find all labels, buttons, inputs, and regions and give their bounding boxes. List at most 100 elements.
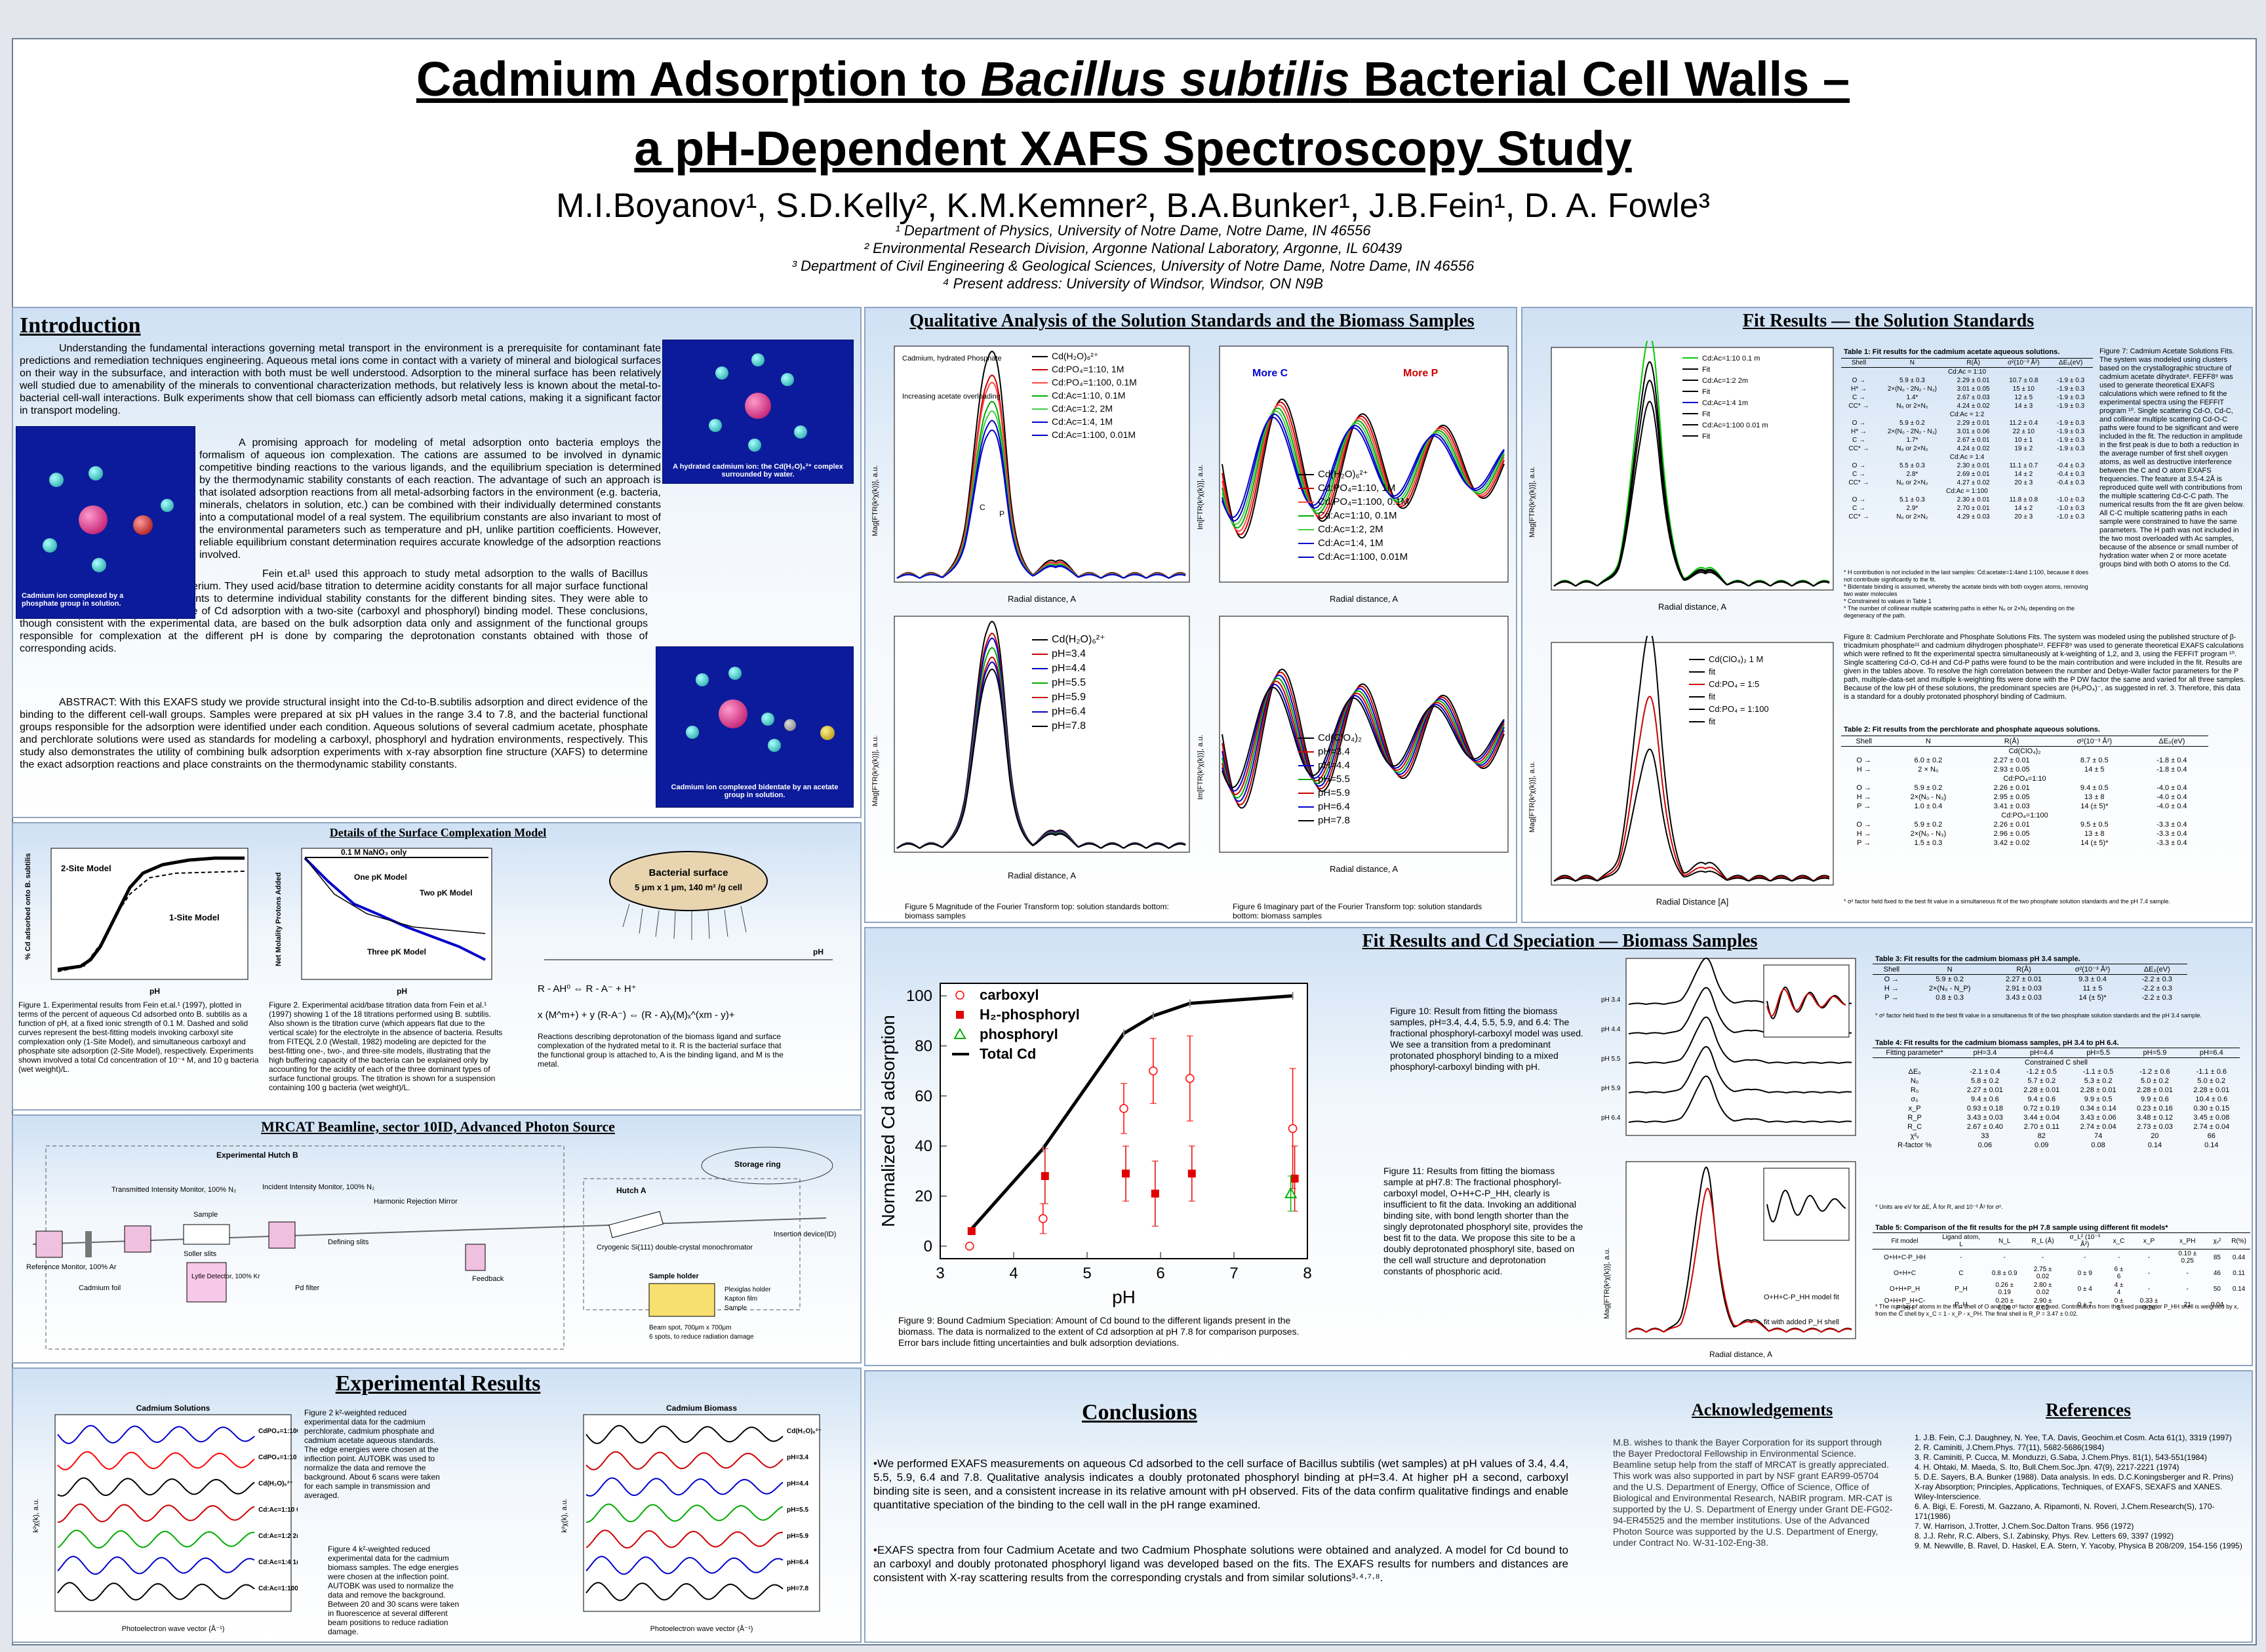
- acknowledgements-text: M.B. wishes to thank the Bayer Corporati…: [1613, 1437, 1893, 1548]
- fig9-y-tick-label: 0: [924, 1238, 932, 1255]
- oxygen-atom: [748, 439, 761, 452]
- table4-biomass-fits: Fitting parameter* pH=3.4 pH=4.4 pH=5.5 pH=5…: [1873, 1048, 2240, 1150]
- table-cell: 12 ± 5: [2014, 394, 2033, 401]
- ft-mag-trace: [896, 668, 1186, 849]
- legend-label: Cd:Ac=1:10, 0.1M: [1318, 510, 1397, 521]
- legend-label: Cd:Ac=1:4, 1M: [1052, 416, 1113, 427]
- table-cell: -: [2041, 1253, 2044, 1261]
- references-list: 1. J.B. Fein, C.J. Daughney, N. Yee, T.A…: [1915, 1433, 2242, 1551]
- monochromator-label: Cryogenic Si(111) double-crystal monochr…: [597, 1244, 753, 1251]
- table-cell: 14 ± 2: [2014, 471, 2033, 478]
- chi-trace-label: CdPO₄=1:100 0.1m: [258, 1428, 298, 1435]
- table5-note: * The number of atoms in the first shell…: [1875, 1303, 2239, 1317]
- table-cell: 2.27 ± 0.01: [2006, 975, 2042, 983]
- table-cell: -2.1 ± 0.4: [1970, 1068, 2000, 1076]
- introduction-heading: Introduction: [20, 313, 141, 338]
- table-cell: -4.0 ± 0.4: [2157, 793, 2187, 801]
- table-cell: CC* →: [1848, 513, 1869, 521]
- table-cell: 19 ± 2: [2014, 445, 2033, 452]
- table-cell: 10.7 ± 0.8: [2009, 377, 2038, 384]
- hutch-b-label: Experimental Hutch B: [216, 1150, 298, 1160]
- reference-item: 2. R. Caminiti, J.Chem.Phys. 77(11), 568…: [1915, 1443, 2105, 1452]
- solutions-xlabel: Photoelectron wave vector (Å⁻¹): [122, 1624, 225, 1633]
- annotation-acetate: Increasing acetate overloading: [902, 393, 1001, 401]
- reference-item: 8. J.J. Rehr, R.C. Albers, S.I. Zabinsky…: [1915, 1531, 2174, 1541]
- affiliation-3: ³ Department of Civil Engineering & Geol…: [791, 258, 1475, 274]
- storage-ring: [701, 1147, 833, 1185]
- legend-label: fit: [1709, 717, 1716, 726]
- intro-abstract: ABSTRACT: With this EXAFS study we provi…: [20, 697, 648, 770]
- table-cell: N₀ or 2×N₂: [1896, 513, 1928, 521]
- ft-xlabel: Radial distance, A: [1008, 871, 1076, 880]
- chi-trace: [57, 1556, 255, 1575]
- affiliations: ¹ Department of Physics, University of N…: [0, 222, 2266, 292]
- fit-xlabel: Radial distance, A: [1658, 602, 1726, 612]
- legend-label: Cd:Ac=1:100, 0.01M: [1052, 429, 1136, 440]
- experimental-panel: Experimental Results Cadmium Solutions P…: [12, 1367, 862, 1643]
- conclusions-heading: Conclusions: [1082, 1400, 1197, 1425]
- table-cell: 13 ± 8: [2084, 793, 2105, 801]
- fig6-top-area: [1219, 345, 1509, 583]
- table1-note: * The number of collinear multiple scatt…: [1844, 605, 2075, 619]
- table-cell: 0.23 ± 0.16: [2136, 1105, 2173, 1112]
- beamline-diagram: Experimental Hutch B Hutch A Storage rin…: [26, 1145, 836, 1350]
- legend-label: Cd(ClO₄)₂: [1318, 732, 1362, 743]
- table-cell: 22 ± 10: [2012, 428, 2035, 435]
- fig6-top-plot: Cd(H₂O)₆²⁺ Cd:PO₄=1:10, 1M Cd:PO₄=1:100, 0…: [1197, 345, 1509, 604]
- table4-title: Table 4: Fit results for the cadmium bio…: [1875, 1039, 2119, 1047]
- legend-label: Fit: [1702, 388, 1710, 396]
- table-header-cell: pH=5.5: [2069, 1048, 2127, 1058]
- table-cell: 3.45 ± 0.08: [2193, 1114, 2230, 1122]
- fig9-caption: Figure 9: Bound Cadmium Speciation: Amou…: [898, 1315, 1300, 1348]
- table-cell: 4 ± 4: [2114, 1282, 2124, 1296]
- table-cell: 3.42 ± 0.02: [1993, 839, 2030, 847]
- table-cell: 13 ± 8: [2084, 830, 2105, 838]
- reference-monitor: [35, 1230, 63, 1258]
- surface-ligand-group: [622, 903, 747, 940]
- table-cell: -1.8 ± 0.4: [2157, 766, 2187, 774]
- table-header-cell: Shell: [1841, 736, 1887, 747]
- h2-phosphoryl-point: [967, 1227, 976, 1235]
- table1-note: * Bidentate binding is assumed, whereby …: [1844, 583, 2088, 597]
- solutions-title: Cadmium Solutions: [136, 1404, 210, 1413]
- cadmium-acetate-image: Cadmium ion complexed bidentate by an ac…: [656, 646, 854, 808]
- more-p-label: More P: [1403, 368, 1439, 379]
- table-cell: 0.33 ± 0.20: [2139, 1297, 2158, 1312]
- table-header-cell: Fit model: [1873, 1232, 1938, 1249]
- table-cell: -3.3 ± 0.4: [2157, 830, 2187, 838]
- complexation-heading: Details of the Surface Complexation Mode…: [329, 826, 547, 839]
- table-cell: 0.34 ± 0.14: [2080, 1105, 2117, 1112]
- table-cell: -1.9 ± 0.3: [2057, 428, 2085, 435]
- table-cell: 5.9 ± 0.3: [1899, 377, 1925, 384]
- table-cell: -1.9 ± 0.3: [2057, 385, 2085, 393]
- incident-monitor: [268, 1221, 296, 1249]
- fig2-plot-area: [301, 848, 492, 980]
- table-row: H* → 2×(N₀ - 2N₂ - N₃) 3.01 ± 0.05 15 ± 10 -…: [1841, 385, 2093, 393]
- table-cell: O →: [1856, 784, 1872, 792]
- table-cell: 2.28 ± 0.01: [2136, 1086, 2173, 1094]
- fit-ylabel: Mag[FTR(k²χ(k))], a.u.: [1528, 467, 1536, 538]
- chi-trace-label: pH=4.4: [787, 1480, 809, 1487]
- legend-label: Cd:PO₄=1:100, 0.1M: [1318, 496, 1409, 507]
- ft-imag-trace: [1222, 674, 1505, 802]
- chi-trace: [586, 1477, 784, 1497]
- fit-solutions-heading: Fit Results — the Solution Standards: [1742, 311, 2035, 331]
- fig5-bottom-plot: Cd(H₂O)₆²⁺ pH=3.4 pH=4.4 pH=5.5 pH=5.9 pH=6.4…: [871, 616, 1190, 880]
- ft-ylabel: Im[FTR(k²χ(k))], a.u.: [1197, 735, 1204, 800]
- table-header-cell: pH=5.9: [2126, 1048, 2183, 1058]
- fig9-x-tick-label: 8: [1303, 1265, 1311, 1282]
- fit-data-trace: [1553, 748, 1830, 882]
- table-row: R_P 3.43 ± 0.03 3.44 ± 0.04 3.43 ± 0.06 3.48…: [1873, 1113, 2240, 1122]
- table-cell: 46: [2213, 1269, 2221, 1277]
- oxygen-atom: [686, 726, 699, 739]
- ft-imag-trace: [1222, 399, 1505, 539]
- inset-plot: [1763, 964, 1850, 1038]
- legend-label: Cd:Ac=1:4 1m: [1702, 399, 1748, 407]
- oxygen-atom: [709, 419, 722, 432]
- carboxyl-point: [1119, 1104, 1128, 1113]
- table-group-label: Cd:Ac = 1:10: [1947, 368, 1987, 376]
- ft-ylabel: Mag[FTR(k²χ(k))], a.u.: [871, 465, 879, 536]
- legend-label: pH=6.4: [1318, 801, 1350, 812]
- table-cell: -1.1 ± 0.6: [2196, 1068, 2227, 1076]
- table5-title: Table 5: Comparison of the fit results f…: [1875, 1224, 2168, 1232]
